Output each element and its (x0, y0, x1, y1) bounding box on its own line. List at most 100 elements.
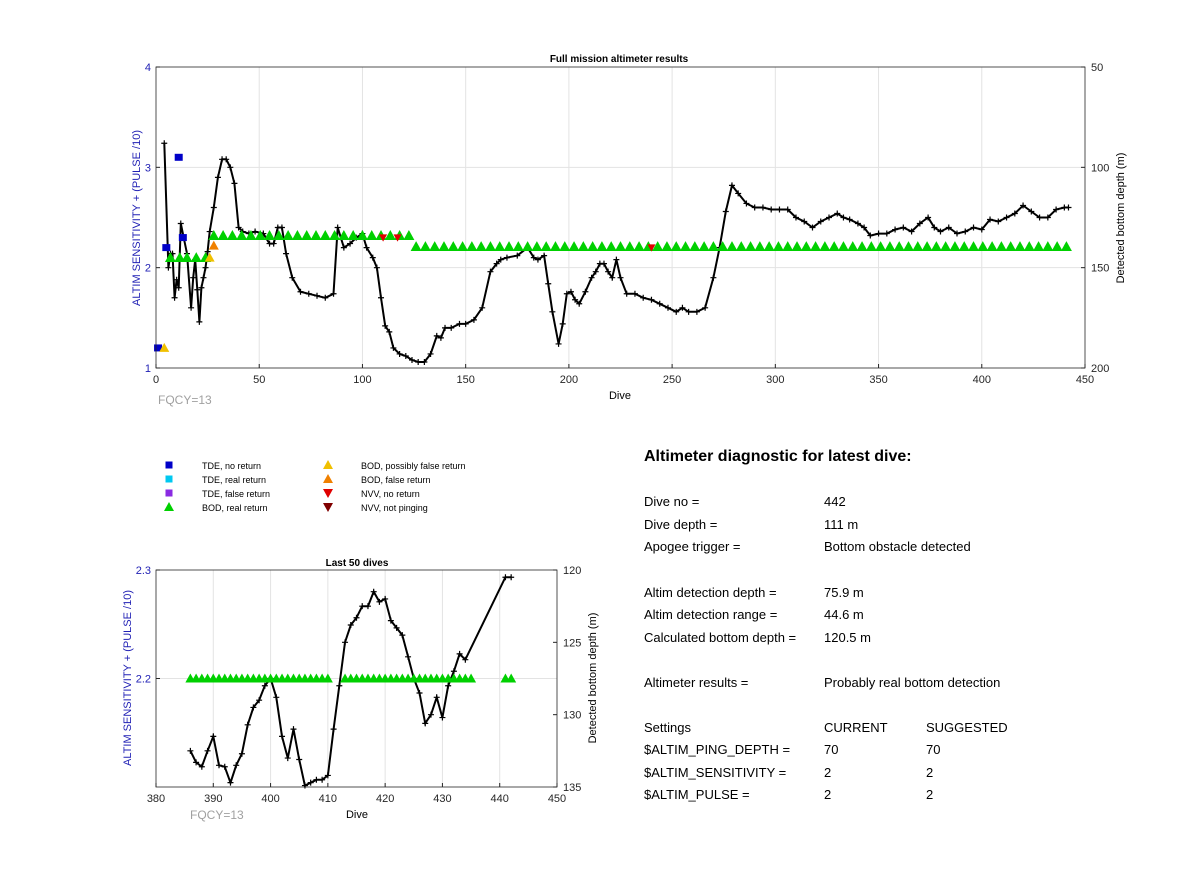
bod-real-marker (282, 230, 294, 240)
bod-real-marker (419, 241, 431, 251)
depth-point (987, 216, 994, 223)
depth-point (605, 268, 612, 275)
depth-point (493, 260, 500, 267)
bod-real-marker (745, 241, 757, 251)
bod-real-marker (661, 241, 673, 251)
bod-real-marker (531, 241, 543, 251)
depth-point (1053, 206, 1060, 213)
depth-point (433, 694, 440, 701)
bod-real-marker (977, 241, 989, 251)
depth-point (448, 324, 455, 331)
depth-point (173, 276, 180, 283)
setting-suggested: 70 (926, 742, 941, 757)
legend-item-swatch (323, 460, 333, 469)
bod-real-marker (217, 230, 229, 240)
y-right-tick-label: 150 (1091, 263, 1109, 275)
depth-point (883, 230, 890, 237)
depth-point (962, 228, 969, 235)
bod-real-marker (893, 241, 905, 251)
depth-point (284, 755, 291, 762)
bod-real-marker (624, 241, 636, 251)
y-left-tick-label: 2.2 (136, 674, 151, 686)
setting-label: $ALTIM_PING_DEPTH = (644, 742, 791, 757)
depth-point (545, 280, 552, 287)
depth-point (399, 632, 406, 639)
depth-point (231, 180, 238, 187)
depth-point (664, 304, 671, 311)
depth-point (433, 332, 440, 339)
bod-real-marker (310, 230, 322, 240)
setting-label: $ALTIM_PULSE = (644, 787, 750, 802)
setting-suggested: 2 (926, 765, 934, 780)
diag-value: 111 m (824, 517, 859, 532)
depth-point (937, 228, 944, 235)
depth-point (175, 284, 182, 291)
bod-real-marker (540, 241, 552, 251)
depth-point (238, 750, 245, 757)
legend-item-label: TDE, real return (202, 475, 266, 485)
setting-current: 70 (824, 742, 839, 757)
depth-point (319, 776, 326, 783)
depth-point (861, 224, 868, 231)
bod-real-marker (791, 241, 803, 251)
x-tick-label: 450 (1076, 374, 1094, 386)
depth-point (210, 204, 217, 211)
bod-real-marker (1033, 241, 1045, 251)
depth-point (235, 224, 242, 231)
depth-point (1028, 208, 1035, 215)
bod-real-marker (384, 230, 396, 240)
depth-point (572, 296, 579, 303)
legend-item-label: NVV, no return (361, 489, 420, 499)
depth-point (283, 250, 290, 257)
bod-real-marker (828, 241, 840, 251)
depth-point (673, 308, 680, 315)
depth-point (450, 668, 457, 675)
bod-real-marker (475, 241, 487, 251)
diag-label: Altimeter results = (644, 675, 749, 690)
depth-point (549, 308, 556, 315)
diag-value: 44.6 m (824, 607, 864, 622)
depth-point (445, 682, 452, 689)
depth-point (301, 782, 308, 789)
bod-real-marker (698, 241, 710, 251)
depth-point (405, 653, 412, 660)
depth-point (200, 274, 207, 281)
bod-real-marker (466, 673, 477, 683)
bod-real-marker (995, 241, 1007, 251)
x-tick-label: 380 (147, 793, 165, 805)
depth-point (776, 206, 783, 213)
depth-point (227, 779, 234, 786)
depth-point (1011, 210, 1018, 217)
depth-point (353, 614, 360, 621)
depth-point (508, 574, 515, 581)
depth-point (588, 274, 595, 281)
bod-marker (159, 342, 170, 352)
depth-point (214, 174, 221, 181)
bod-real-marker (447, 241, 459, 251)
x-tick-label: 390 (204, 793, 222, 805)
depth-point (190, 274, 197, 281)
depth-point (347, 621, 354, 628)
bod-real-marker (506, 673, 517, 683)
legend-item-label: BOD, real return (202, 503, 268, 513)
depth-point (204, 747, 211, 754)
diag-label: Calculated bottom depth = (644, 630, 797, 645)
y-right-tick-label: 120 (563, 565, 581, 577)
depth-point (233, 762, 240, 769)
depth-point (759, 204, 766, 211)
setting-current: 2 (824, 787, 832, 802)
bod-real-marker (596, 241, 608, 251)
bod-real-marker (670, 241, 682, 251)
depth-point (165, 264, 172, 271)
bod-real-marker (1014, 241, 1026, 251)
bod-real-marker (763, 241, 775, 251)
bod-real-marker (782, 241, 794, 251)
depth-point (801, 218, 808, 225)
depth-point (369, 254, 376, 261)
y-left-tick-label: 3 (145, 162, 151, 174)
bod-real-marker (338, 230, 350, 240)
depth-point (334, 224, 341, 231)
bod-real-marker (568, 241, 580, 251)
depth-point (623, 290, 630, 297)
depth-point (656, 300, 663, 307)
